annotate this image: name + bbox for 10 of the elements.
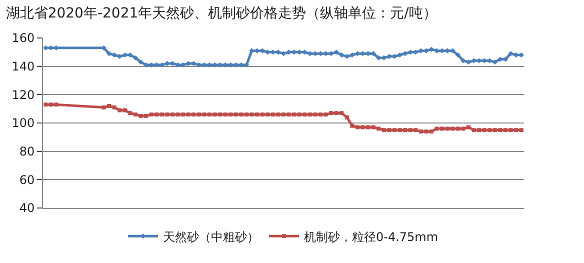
- y-tick-label: 100: [12, 116, 35, 130]
- legend-label: 机制砂，粒径0-4.75mm: [304, 230, 438, 244]
- y-tick-label: 40: [19, 201, 35, 216]
- y-tick-label: 160: [12, 31, 35, 46]
- y-tick-label: 120: [12, 88, 35, 102]
- chart-title: 湖北省2020年-2021年天然砂、机制砂价格走势（纵轴单位：元/吨）: [6, 6, 437, 22]
- y-tick-label: 80: [19, 144, 35, 159]
- y-tick-label: 140: [12, 60, 35, 74]
- legend-label: 天然砂（中粗砂）: [163, 230, 259, 244]
- y-tick-label: 60: [19, 172, 35, 187]
